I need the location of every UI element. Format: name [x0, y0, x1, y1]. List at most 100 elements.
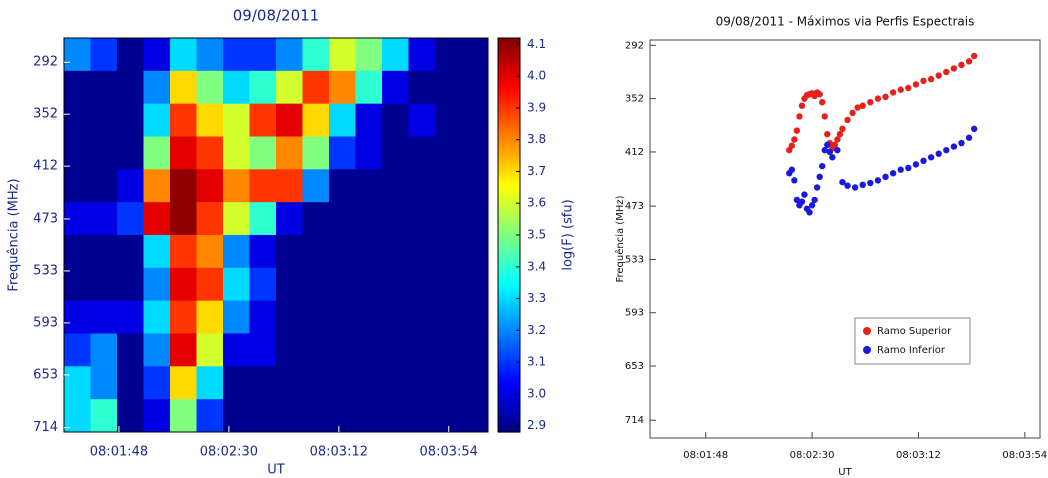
scatter-point: [958, 139, 965, 147]
y-axis-label: Frequência (MHz): [614, 195, 626, 282]
heat-cell: [276, 366, 303, 400]
colorbar-step: [498, 185, 520, 190]
scatter-point: [844, 116, 851, 124]
scatter-point: [798, 102, 806, 109]
heat-cell: [223, 169, 250, 203]
heat-cell: [223, 136, 250, 170]
colorbar-step: [498, 307, 520, 312]
heat-cell: [408, 366, 436, 400]
heat-cell: [329, 333, 356, 367]
heat-cell: [170, 38, 197, 72]
heat-cell: [461, 267, 489, 302]
colorbar-tick-label: 3.8: [527, 132, 546, 146]
scatter-point: [798, 198, 806, 205]
heat-cell: [249, 300, 277, 334]
scatter-point: [829, 154, 836, 161]
colorbar-step: [498, 297, 520, 302]
heat-cell: [196, 366, 224, 400]
heat-cell: [249, 267, 277, 302]
heat-cell: [90, 70, 118, 105]
scatter-point: [859, 181, 866, 189]
colorbar-step: [498, 376, 520, 381]
x-tick-label: 08:02:30: [200, 445, 258, 460]
colorbar-step: [498, 100, 520, 105]
colorbar-step: [498, 113, 520, 118]
colorbar-step: [498, 366, 520, 371]
heat-cell: [355, 136, 383, 170]
colorbar-step: [498, 267, 520, 272]
heat-cell: [276, 70, 303, 105]
heat-cell: [355, 169, 383, 203]
scatter-point: [897, 166, 904, 173]
heat-cell: [90, 202, 118, 236]
heat-cell: [170, 202, 197, 236]
colorbar-step: [498, 379, 520, 384]
y-tick-label: 352: [625, 94, 644, 105]
y-tick-label: 653: [33, 367, 58, 382]
colorbar-step: [498, 129, 520, 134]
colorbar-step: [498, 254, 520, 259]
colorbar-step: [498, 333, 520, 338]
heat-cell: [117, 38, 144, 72]
heat-cell: [143, 300, 171, 334]
heat-cell: [170, 300, 197, 334]
heat-cell: [117, 235, 144, 269]
colorbar-step: [498, 359, 520, 364]
heat-cell: [143, 202, 171, 236]
heat-cell: [382, 399, 409, 433]
y-tick-label: 593: [625, 308, 644, 319]
colorbar-tick-label: 4.1: [527, 37, 546, 51]
colorbar-step: [498, 257, 520, 262]
colorbar-step: [498, 320, 520, 325]
heat-cell: [249, 366, 277, 400]
heat-cell: [249, 235, 277, 269]
heat-cell: [143, 366, 171, 400]
colorbar-step: [498, 202, 520, 207]
heat-cell: [196, 267, 224, 302]
colorbar-step: [498, 149, 520, 154]
heat-cell: [329, 202, 356, 236]
scatter-point: [897, 86, 904, 93]
colorbar-step: [498, 189, 520, 193]
heat-cell: [302, 103, 330, 137]
colorbar-step: [498, 290, 520, 295]
colorbar-step: [498, 221, 520, 226]
heat-cell: [355, 70, 383, 105]
heat-cell: [64, 366, 91, 400]
scatter-point: [816, 90, 823, 98]
heat-cell: [329, 366, 356, 400]
scatter-point: [950, 143, 958, 150]
plot-frame: [649, 39, 1041, 439]
heat-cell: [90, 333, 118, 367]
heat-cell: [408, 399, 436, 433]
scatter-point: [788, 166, 796, 173]
heat-cell: [64, 267, 91, 302]
colorbar-step: [498, 175, 520, 180]
x-tick-label: 08:03:54: [420, 445, 478, 460]
colorbar-step: [498, 77, 520, 82]
y-tick-label: 292: [625, 40, 644, 51]
colorbar-step: [498, 372, 520, 377]
colorbar-step: [498, 238, 520, 243]
colorbar-step: [498, 284, 520, 289]
chart-title: 09/08/2011: [233, 7, 319, 25]
scatter-point: [811, 196, 818, 204]
colorbar-step: [498, 409, 520, 413]
heat-cell: [461, 70, 489, 105]
scatter-point: [836, 130, 844, 138]
colorbar-step: [498, 123, 520, 128]
heat-cell: [435, 267, 462, 302]
colorbar-step: [498, 80, 520, 85]
colorbar-step: [498, 97, 520, 101]
colorbar-step: [498, 310, 520, 315]
scatter-point: [970, 125, 978, 133]
colorbar-step: [498, 241, 520, 246]
scatter-point: [821, 113, 828, 120]
colorbar-step: [498, 152, 520, 157]
colorbar-step: [498, 47, 520, 52]
heat-cell: [435, 366, 462, 400]
scatter-point: [920, 77, 927, 85]
colorbar-step: [498, 192, 520, 197]
heat-cell: [223, 235, 250, 269]
heat-cell: [249, 169, 277, 203]
